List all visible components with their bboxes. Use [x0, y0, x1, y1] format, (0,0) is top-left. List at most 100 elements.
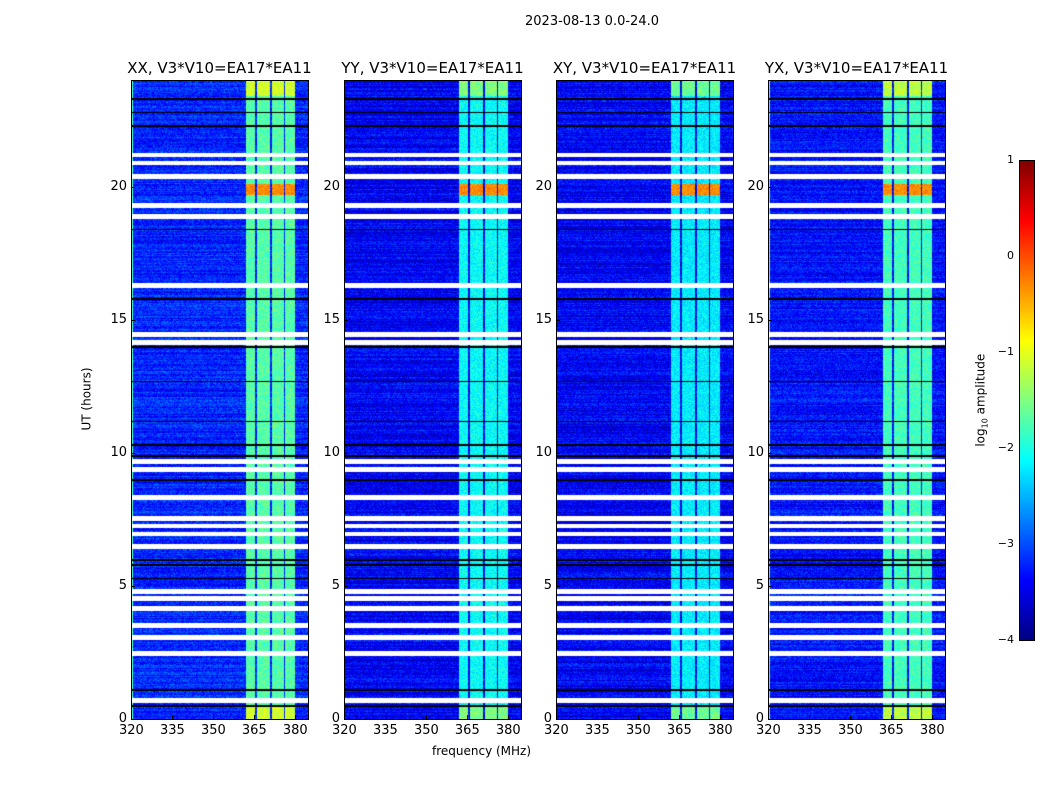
y-tick [131, 186, 135, 188]
y-axis-label: UT (hours) [79, 367, 94, 431]
y-tick [344, 719, 348, 720]
x-tick [931, 715, 933, 719]
x-tick [425, 715, 427, 719]
y-tick-label: 0 [543, 711, 552, 726]
y-tick [131, 719, 135, 720]
x-tick-label: 320 [332, 723, 357, 738]
y-tick [768, 585, 772, 587]
y-tick-label: 0 [118, 711, 127, 726]
y-tick [556, 186, 560, 188]
x-tick [212, 715, 214, 719]
y-tick-label: 20 [747, 178, 764, 194]
y-tick [131, 585, 135, 587]
panel-title: YX, V3*V10=EA17*EA11 [764, 59, 949, 77]
y-tick [344, 186, 348, 188]
x-tick-label: 335 [372, 723, 398, 738]
x-tick [253, 715, 255, 719]
y-tick-label: 5 [118, 577, 127, 593]
x-tick [678, 715, 680, 719]
heatmap-0 [131, 80, 308, 719]
x-tick-label: 335 [584, 723, 610, 738]
x-tick [131, 715, 132, 719]
panel-frame [768, 80, 946, 720]
colorbar-tick-label: −2 [997, 441, 1014, 454]
y-tick [344, 585, 348, 587]
x-tick [719, 715, 721, 719]
y-tick [344, 319, 348, 321]
colorbar [1019, 160, 1034, 640]
x-tick-label: 365 [666, 723, 692, 738]
x-axis-label: frequency (MHz) [432, 744, 532, 758]
x-tick [768, 715, 769, 719]
x-tick [849, 715, 851, 719]
y-tick [768, 719, 772, 720]
panel-title: XX, V3*V10=EA17*EA11 [127, 59, 312, 77]
x-tick [596, 715, 598, 719]
x-tick [507, 715, 509, 719]
y-tick-label: 10 [323, 444, 340, 460]
heatmap-1 [344, 80, 521, 719]
y-tick-label: 20 [323, 178, 340, 194]
y-tick-label: 15 [323, 311, 340, 327]
panel-title: YY, V3*V10=EA17*EA11 [341, 59, 524, 77]
x-tick-label: 320 [119, 723, 144, 738]
x-tick-label: 320 [544, 723, 569, 738]
x-tick-label: 380 [707, 723, 733, 738]
y-tick-label: 0 [755, 711, 764, 726]
x-tick-label: 350 [837, 723, 863, 738]
x-tick-label: 365 [454, 723, 480, 738]
x-tick-label: 380 [919, 723, 945, 738]
x-tick-label: 335 [796, 723, 822, 738]
colorbar-tick-label: −1 [997, 345, 1014, 358]
panel-frame [344, 80, 522, 720]
y-tick [556, 319, 560, 321]
y-tick-label: 5 [755, 577, 764, 593]
heatmap-3 [768, 80, 945, 719]
colorbar-tick-label: 0 [1007, 249, 1014, 262]
x-tick [466, 715, 468, 719]
panel-frame [131, 80, 309, 720]
x-tick [294, 715, 296, 719]
y-tick-label: 15 [535, 311, 552, 327]
x-tick [637, 715, 639, 719]
x-tick-label: 365 [241, 723, 267, 738]
y-tick [768, 452, 772, 454]
x-tick-label: 350 [200, 723, 226, 738]
y-tick [131, 319, 135, 321]
y-tick-label: 15 [747, 311, 764, 327]
y-tick [556, 585, 560, 587]
y-tick-label: 10 [747, 444, 764, 460]
x-tick [344, 715, 345, 719]
x-tick-label: 320 [756, 723, 781, 738]
x-tick [171, 715, 173, 719]
y-tick-label: 0 [331, 711, 340, 726]
colorbar-frame [1019, 160, 1035, 641]
y-tick-label: 10 [110, 444, 127, 460]
y-tick-label: 5 [331, 577, 340, 593]
x-tick-label: 350 [625, 723, 651, 738]
y-tick-label: 10 [535, 444, 552, 460]
y-tick [768, 186, 772, 188]
x-tick [556, 715, 557, 719]
y-tick [556, 719, 560, 720]
y-tick-label: 15 [110, 311, 127, 327]
x-tick-label: 350 [413, 723, 439, 738]
y-tick-label: 20 [535, 178, 552, 194]
x-tick [384, 715, 386, 719]
x-tick-label: 380 [282, 723, 308, 738]
x-tick [890, 715, 892, 719]
y-tick-label: 20 [110, 178, 127, 194]
y-tick [344, 452, 348, 454]
heatmap-2 [556, 80, 733, 719]
colorbar-tick-label: 1 [1007, 153, 1014, 166]
colorbar-tick-label: −3 [997, 537, 1014, 550]
x-tick [808, 715, 810, 719]
y-tick [768, 319, 772, 321]
panel-frame [556, 80, 734, 720]
y-tick-label: 5 [543, 577, 552, 593]
y-tick [556, 452, 560, 454]
colorbar-label: log10 amplitude [973, 353, 990, 447]
panel-title: XY, V3*V10=EA17*EA11 [552, 59, 737, 77]
y-tick [131, 452, 135, 454]
